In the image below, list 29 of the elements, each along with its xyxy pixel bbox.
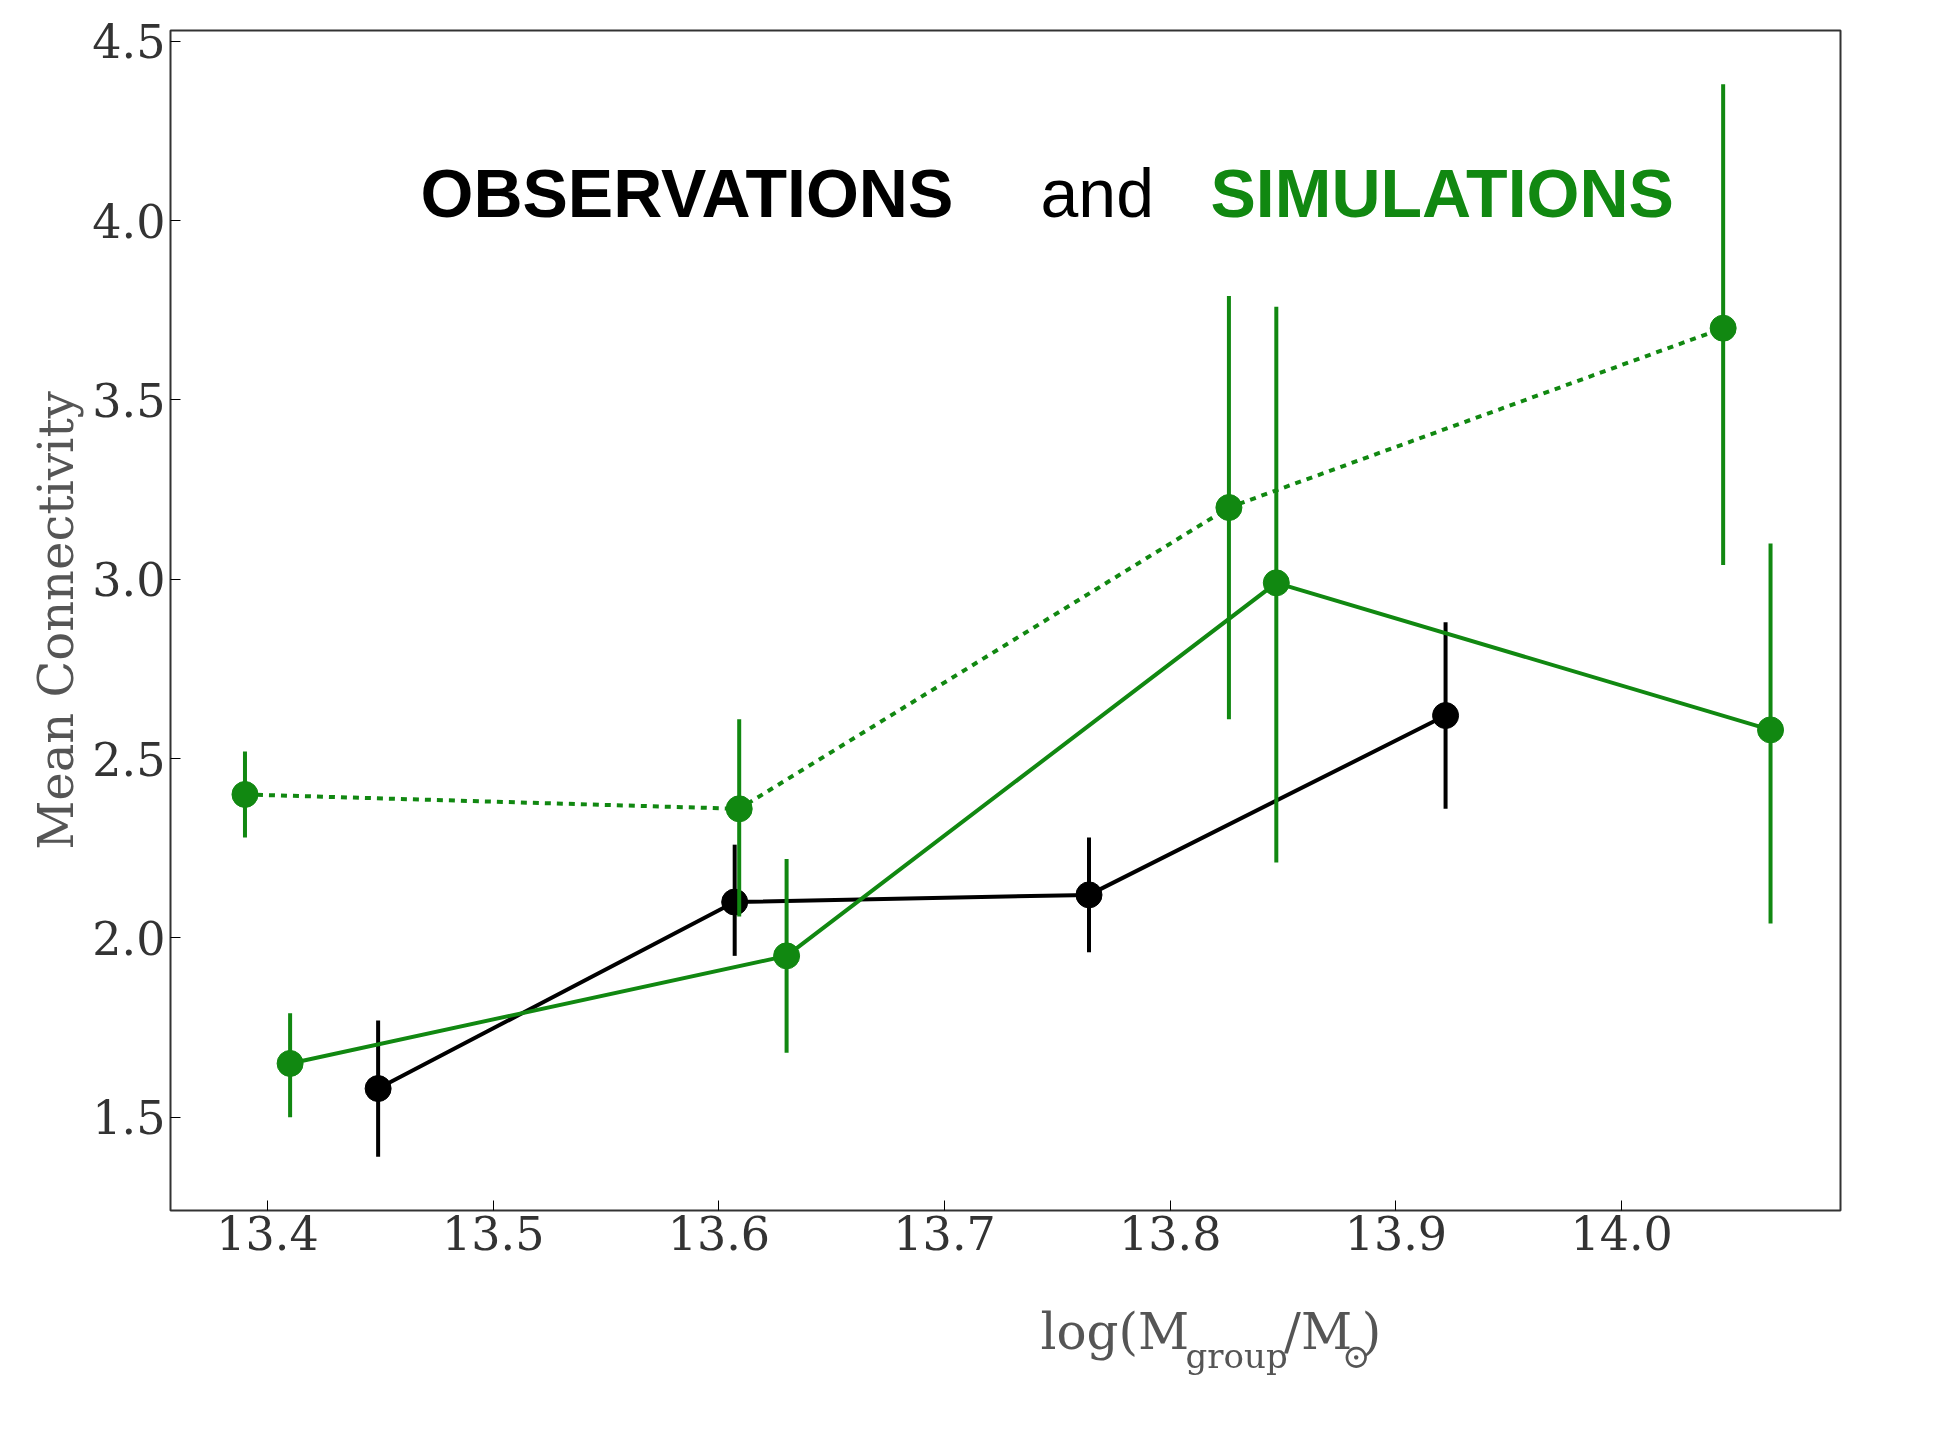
point [725, 795, 753, 823]
x-tick-label: 13.8 [1119, 1206, 1222, 1261]
y-tick-label: 2.0 [92, 911, 166, 966]
y-tick-label: 3.5 [92, 373, 166, 428]
point [1709, 314, 1737, 342]
x-tick-label: 14.0 [1570, 1206, 1673, 1261]
y-tick-label: 1.5 [92, 1091, 166, 1146]
x-tick-label: 13.6 [667, 1206, 771, 1261]
point [1757, 716, 1785, 744]
y-tick-label: 4.5 [92, 15, 166, 70]
point [364, 1075, 392, 1103]
y-tick-label: 3.0 [92, 553, 166, 608]
point [1432, 702, 1460, 730]
point [1075, 881, 1103, 909]
x-tick-label: 13.5 [442, 1206, 545, 1261]
annotation: SIMULATIONS [1210, 154, 1674, 231]
x-tick-label: 13.9 [1344, 1206, 1448, 1261]
point [231, 780, 259, 808]
annotation: OBSERVATIONS [420, 154, 954, 231]
point [276, 1049, 304, 1077]
point [773, 942, 801, 970]
x-tick-label: 13.7 [893, 1206, 996, 1261]
point [1215, 494, 1243, 521]
y-tick-label: 4.0 [92, 194, 166, 249]
point [1262, 569, 1290, 597]
x-tick-label: 13.4 [216, 1206, 319, 1261]
annotation: and [1040, 154, 1154, 231]
y-axis-title: Mean Connectivity [28, 391, 85, 850]
y-tick-label: 2.5 [92, 732, 166, 787]
